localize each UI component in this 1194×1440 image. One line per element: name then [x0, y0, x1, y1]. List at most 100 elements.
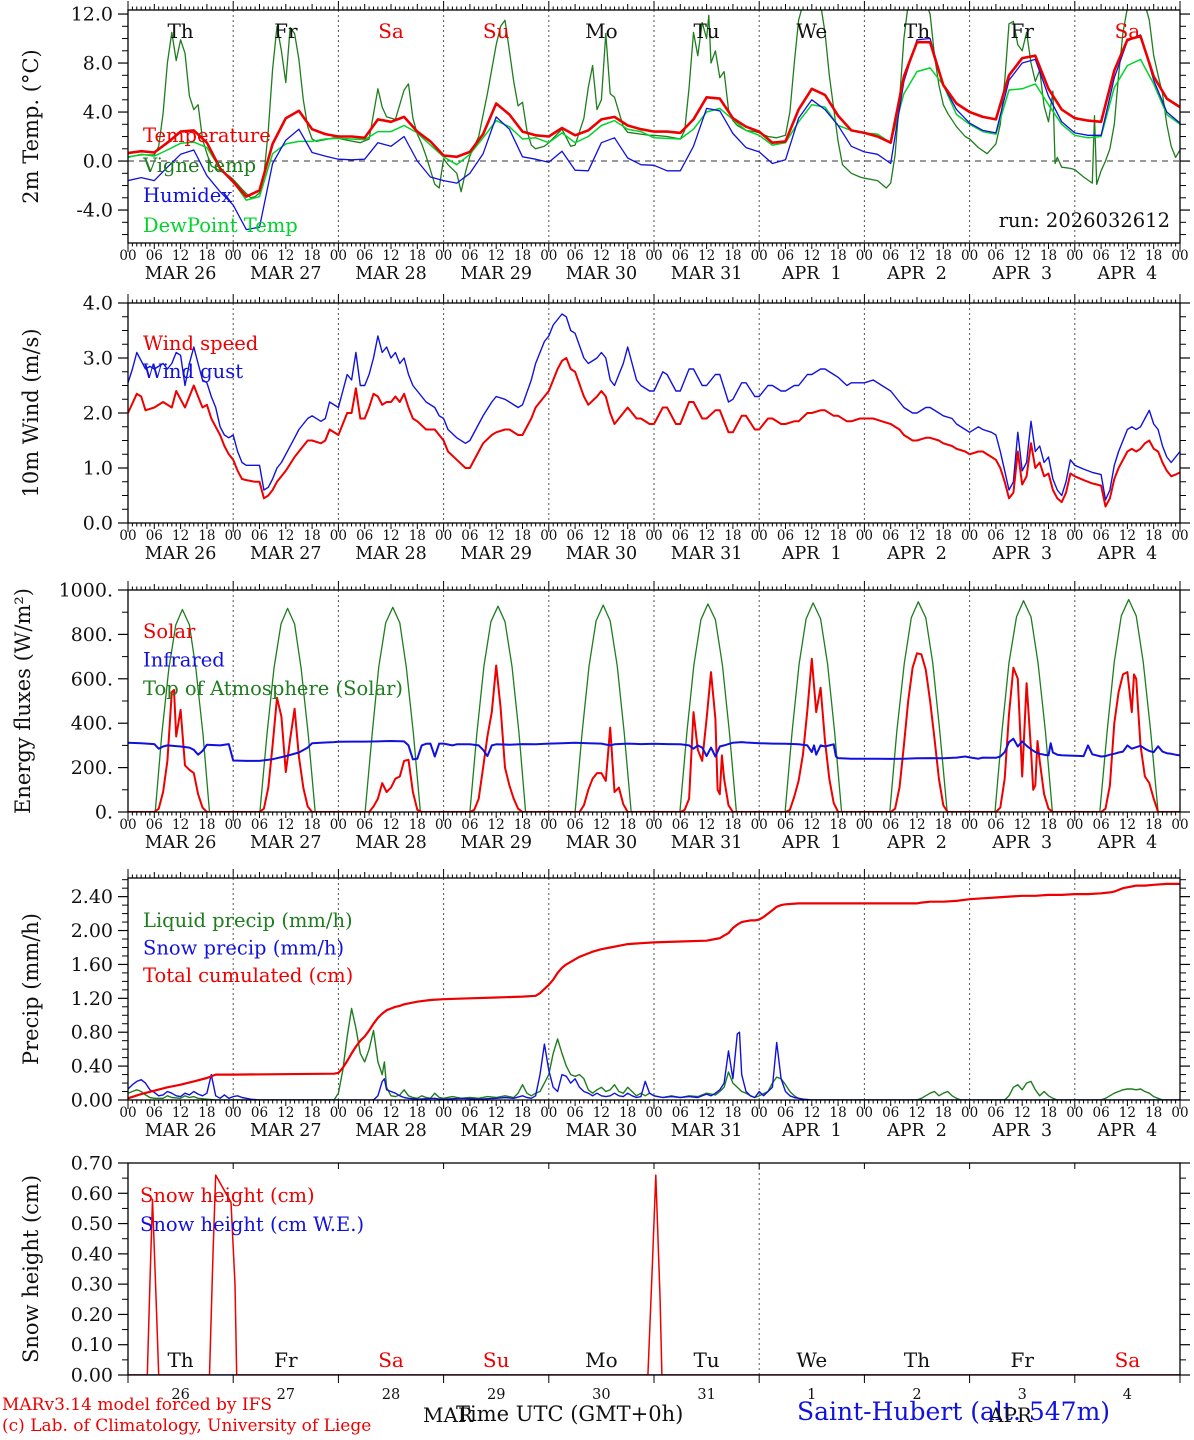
day-label: APR 4	[1096, 544, 1157, 564]
y-tick-label: 8.0	[83, 53, 113, 75]
hour-tick-label: 18	[935, 817, 952, 833]
hour-tick-label: 06	[567, 817, 584, 833]
hour-tick-label: 06	[882, 1105, 899, 1121]
y-tick-label: 0.20	[71, 1304, 113, 1326]
hour-tick-label: 00	[856, 528, 873, 544]
hour-tick-label: 18	[619, 1105, 636, 1121]
weekday-label: Th	[167, 19, 193, 43]
hour-tick-label: 18	[409, 1105, 426, 1121]
hour-tick-label: 18	[830, 1105, 847, 1121]
legend-infrared: Infrared	[143, 649, 225, 672]
snow-day-number: 30	[592, 1387, 610, 1403]
hour-tick-label: 06	[251, 528, 268, 544]
weekday-label: Sa	[1115, 1348, 1141, 1372]
y-tick-label: 0.00	[71, 1090, 113, 1112]
y-tick-label: 0.30	[71, 1274, 113, 1296]
hour-tick-label: 18	[514, 817, 531, 833]
legend-top-of-atmosphere-solar-: Top of Atmosphere (Solar)	[143, 677, 403, 700]
day-label: APR 3	[991, 1121, 1052, 1141]
legend-temperature: Temperature	[143, 124, 271, 147]
hour-tick-label: 00	[1066, 528, 1083, 544]
y-tick-label: 4.0	[83, 293, 113, 315]
legend-snow-height-cm-w-e-: Snow height (cm W.E.)	[140, 1213, 364, 1236]
hour-tick-label: 12	[803, 528, 820, 544]
day-label: MAR 28	[355, 1121, 427, 1141]
day-label: APR 4	[1096, 1121, 1157, 1141]
hour-tick-label: 00	[961, 817, 978, 833]
hour-tick-label: 00	[751, 528, 768, 544]
legend-dewpoint-temp: DewPoint Temp	[143, 214, 298, 237]
snow-day-number: 27	[277, 1387, 295, 1403]
hour-tick-label: 18	[1040, 528, 1057, 544]
day-label: MAR 26	[145, 833, 217, 853]
y-tick-label: 2.0	[83, 403, 113, 425]
hour-tick-label: 18	[935, 1105, 952, 1121]
hour-tick-label: 06	[777, 817, 794, 833]
hour-tick-label: 06	[356, 1105, 373, 1121]
hour-tick-label: 00	[330, 528, 347, 544]
hour-tick-label: 12	[698, 248, 715, 264]
hour-tick-label: 12	[593, 248, 610, 264]
y-tick-label: 0.0	[83, 513, 113, 535]
y-tick-label: 0.40	[71, 1243, 113, 1265]
hour-tick-label: 06	[672, 817, 689, 833]
day-label: MAR 26	[145, 1121, 217, 1141]
hour-tick-label: 06	[567, 248, 584, 264]
series-solar	[128, 652, 1180, 812]
legend-snow-height-cm-: Snow height (cm)	[140, 1184, 315, 1207]
hour-tick-label: 12	[1014, 248, 1031, 264]
y-tick-label: 12.0	[71, 4, 113, 26]
day-label: MAR 29	[460, 264, 532, 284]
y-tick-label: 0.40	[71, 1056, 113, 1078]
series-wind-speed	[128, 357, 1180, 508]
hour-tick-label: 00	[119, 528, 136, 544]
day-label: MAR 29	[460, 544, 532, 564]
hour-tick-label: 12	[1119, 1105, 1136, 1121]
hour-tick-label: 06	[146, 528, 163, 544]
weekday-label: Th	[904, 19, 930, 43]
series-dewpoint-temp	[128, 58, 1180, 201]
hour-tick-label: 00	[1171, 248, 1188, 264]
hour-tick-label: 00	[1171, 528, 1188, 544]
hour-tick-label: 06	[146, 248, 163, 264]
weekday-label: Fr	[274, 19, 298, 43]
hour-tick-label: 18	[198, 528, 215, 544]
hour-tick-label: 18	[198, 248, 215, 264]
hour-tick-label: 06	[356, 528, 373, 544]
hour-tick-label: 12	[803, 817, 820, 833]
hour-tick-label: 06	[567, 528, 584, 544]
hour-tick-label: 00	[435, 248, 452, 264]
hour-tick-label: 12	[908, 1105, 925, 1121]
hour-tick-label: 12	[908, 248, 925, 264]
month-label-mar: MAR	[423, 1403, 473, 1427]
hour-tick-label: 12	[488, 248, 505, 264]
y-tick-label: 0.60	[71, 1183, 113, 1205]
hour-tick-label: 00	[751, 817, 768, 833]
run-label: run: 2026032612	[999, 209, 1170, 232]
legend-wind-speed: Wind speed	[143, 332, 258, 355]
hour-tick-label: 18	[935, 528, 952, 544]
hour-tick-label: 12	[382, 1105, 399, 1121]
hour-tick-label: 00	[119, 817, 136, 833]
weekday-label: Su	[483, 1348, 510, 1372]
legend-wind-gust: Wind gust	[143, 360, 243, 383]
hour-tick-label: 00	[435, 1105, 452, 1121]
weekday-label: Mo	[585, 19, 618, 43]
hour-tick-label: 00	[961, 248, 978, 264]
hour-tick-label: 18	[619, 248, 636, 264]
day-label: MAR 27	[250, 544, 322, 564]
hour-tick-label: 12	[593, 817, 610, 833]
hour-tick-label: 12	[172, 817, 189, 833]
hour-tick-label: 06	[672, 528, 689, 544]
series-humidex	[128, 34, 1180, 231]
hour-tick-label: 18	[1040, 817, 1057, 833]
hour-tick-label: 06	[356, 817, 373, 833]
series-infrared	[128, 737, 1180, 762]
hour-tick-label: 00	[1066, 1105, 1083, 1121]
day-label: APR 2	[886, 1121, 947, 1141]
weekday-label: Tu	[693, 19, 719, 43]
day-label: MAR 30	[566, 264, 638, 284]
hour-tick-label: 06	[251, 817, 268, 833]
